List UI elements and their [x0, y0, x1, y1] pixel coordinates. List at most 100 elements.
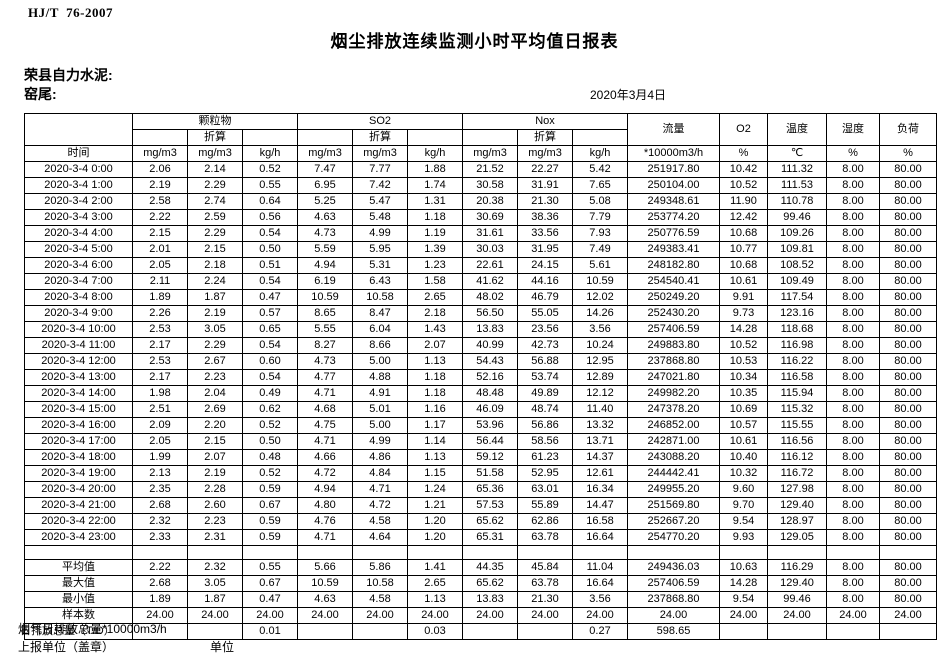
- cell-s-kgh: 2.65: [407, 289, 463, 306]
- cell-time: 2020-3-4 1:00: [24, 177, 133, 194]
- cell-flow: 249982.20: [627, 385, 720, 402]
- cell-time: 2020-3-4 2:00: [24, 193, 133, 210]
- cell-load: 80.00: [879, 591, 937, 608]
- cell-s-kgh: 1.13: [407, 449, 463, 466]
- cell-p-mgm3: 2.35: [132, 481, 188, 498]
- header-group-nox: Nox: [462, 113, 628, 130]
- table-row-hourly: 2020-3-4 9:00 2.26 2.19 0.57 8.65 8.47 2.18 56.…: [24, 305, 937, 322]
- cell-n-conv: 44.16: [517, 273, 573, 290]
- cell-s-conv: 6.43: [352, 273, 408, 290]
- table-body: 2020-3-4 0:00 2.06 2.14 0.52 7.47 7.77 1.88 21.…: [24, 161, 937, 640]
- cell-p-kgh: 0.55: [242, 559, 298, 576]
- unit-n-conv: mg/m3: [517, 145, 573, 162]
- cell-n-kgh: 3.56: [572, 321, 628, 338]
- cell-temperature: 110.78: [767, 193, 827, 210]
- cell-temperature: 109.49: [767, 273, 827, 290]
- cell-s-kgh: 2.18: [407, 305, 463, 322]
- cell-time: 2020-3-4 8:00: [24, 289, 133, 306]
- cell-time: 2020-3-4 0:00: [24, 161, 133, 178]
- cell-flow: 243088.20: [627, 449, 720, 466]
- cell-time: 2020-3-4 11:00: [24, 337, 133, 354]
- cell-load: 80.00: [879, 369, 937, 386]
- cell-s-conv: 4.99: [352, 225, 408, 242]
- table-row-hourly: 2020-3-4 8:00 1.89 1.87 0.47 10.59 10.58 2.65 4…: [24, 289, 937, 306]
- cell-n-kgh: 10.59: [572, 273, 628, 290]
- cell-humidity: 8.00: [826, 177, 880, 194]
- subheader-s-blank-left: [297, 129, 353, 146]
- cell-humidity: 8.00: [826, 575, 880, 592]
- cell-o2: 9.73: [719, 305, 768, 322]
- cell-s-mgm3: 4.80: [297, 497, 353, 514]
- cell-load: 80.00: [879, 559, 937, 576]
- cell-flow: 598.65: [627, 623, 720, 640]
- table-row-hourly: 2020-3-4 17:00 2.05 2.15 0.50 4.71 4.99 1.14 56…: [24, 433, 937, 450]
- cell-o2: 9.93: [719, 529, 768, 546]
- cell-o2: 10.77: [719, 241, 768, 258]
- cell-s-kgh: 1.16: [407, 401, 463, 418]
- cell-n-mgm3: 46.09: [462, 401, 518, 418]
- cell-s-conv: 8.66: [352, 337, 408, 354]
- cell-s-kgh: 1.18: [407, 369, 463, 386]
- cell-temperature: [767, 623, 827, 640]
- cell-n-mgm3: 65.31: [462, 529, 518, 546]
- cell-p-mgm3: 2.26: [132, 305, 188, 322]
- cell-p-kgh: 0.57: [242, 305, 298, 322]
- cell-p-conv: 2.32: [187, 559, 243, 576]
- cell-o2: 11.90: [719, 193, 768, 210]
- daily-total-label: 日排放总量（T/D）: [20, 624, 115, 637]
- cell-p-mgm3: 2.53: [132, 353, 188, 370]
- cell-p-conv: 2.19: [187, 465, 243, 482]
- cell-s-kgh: 1.13: [407, 591, 463, 608]
- cell-n-kgh: 12.61: [572, 465, 628, 482]
- cell-time: 2020-3-4 9:00: [24, 305, 133, 322]
- cell-n-kgh: 10.24: [572, 337, 628, 354]
- cell-o2: 10.68: [719, 257, 768, 274]
- cell-n-mgm3: 31.61: [462, 225, 518, 242]
- unit-s-conv: mg/m3: [352, 145, 408, 162]
- cell-humidity: 8.00: [826, 401, 880, 418]
- cell-s-mgm3: 4.75: [297, 417, 353, 434]
- cell-s-conv: 5.48: [352, 209, 408, 226]
- cell-humidity: 8.00: [826, 225, 880, 242]
- cell-temperature: 129.40: [767, 497, 827, 514]
- footer-note: 烟气日排放总量*10000m3/h: [18, 622, 167, 636]
- cell-load: 80.00: [879, 273, 937, 290]
- cell-o2: 10.61: [719, 433, 768, 450]
- cell-load: 80.00: [879, 575, 937, 592]
- cell-p-conv: 2.07: [187, 449, 243, 466]
- cell-s-kgh: 1.31: [407, 193, 463, 210]
- cell-s-mgm3: 4.71: [297, 385, 353, 402]
- cell-time: [24, 545, 133, 560]
- cell-p-kgh: 0.60: [242, 353, 298, 370]
- cell-humidity: 8.00: [826, 369, 880, 386]
- cell-p-kgh: 0.56: [242, 209, 298, 226]
- cell-n-conv: 49.89: [517, 385, 573, 402]
- cell-p-conv: 2.29: [187, 177, 243, 194]
- cell-s-conv: 4.58: [352, 513, 408, 530]
- cell-s-conv: 7.42: [352, 177, 408, 194]
- cell-s-mgm3: 6.95: [297, 177, 353, 194]
- cell-n-mgm3: 22.61: [462, 257, 518, 274]
- cell-p-conv: 2.28: [187, 481, 243, 498]
- cell-n-mgm3: 30.58: [462, 177, 518, 194]
- cell-p-mgm3: [132, 623, 188, 640]
- cell-daily-total-spacer: [24, 623, 133, 640]
- cell-flow: 251569.80: [627, 497, 720, 514]
- cell-load: 80.00: [879, 513, 937, 530]
- cell-s-conv: 4.91: [352, 385, 408, 402]
- cell-s-kgh: 1.58: [407, 273, 463, 290]
- cell-load: 80.00: [879, 177, 937, 194]
- cell-p-conv: 2.59: [187, 209, 243, 226]
- cell-o2: 9.70: [719, 497, 768, 514]
- cell-temperature: 115.55: [767, 417, 827, 434]
- cell-p-kgh: 0.01: [242, 623, 298, 640]
- cell-load: 80.00: [879, 449, 937, 466]
- cell-n-kgh: 13.71: [572, 433, 628, 450]
- cell-o2: [719, 545, 768, 560]
- cell-o2: 10.32: [719, 465, 768, 482]
- cell-s-conv: 4.99: [352, 433, 408, 450]
- cell-s-mgm3: 4.72: [297, 465, 353, 482]
- cell-n-conv: 24.15: [517, 257, 573, 274]
- cell-p-mgm3: 2.17: [132, 369, 188, 386]
- cell-humidity: 8.00: [826, 289, 880, 306]
